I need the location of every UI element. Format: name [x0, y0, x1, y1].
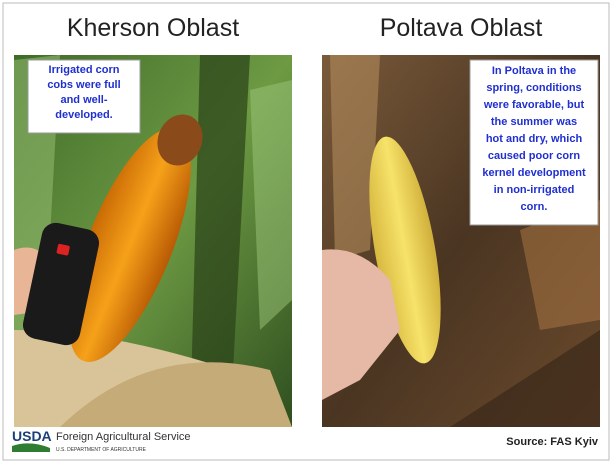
caption-line: the summer was: [491, 116, 577, 128]
usda-logo: USDA: [12, 428, 52, 444]
caption-line: spring, conditions: [486, 82, 581, 94]
caption-line: Irrigated corn: [49, 64, 120, 76]
panel-title: Kherson Oblast: [67, 14, 239, 42]
source-note: Source: FAS Kyiv: [506, 436, 599, 448]
caption-box: In Poltava in the spring, conditions wer…: [470, 60, 598, 225]
caption-line: were favorable, but: [483, 99, 585, 111]
caption-line: and well-: [60, 94, 107, 106]
panel-title: Poltava Oblast: [380, 14, 543, 42]
caption-line: developed.: [55, 109, 112, 121]
department-name: U.S. DEPARTMENT OF AGRICULTURE: [56, 447, 147, 453]
slide: Kherson Oblast Poltava Oblast Irrigated …: [0, 0, 612, 463]
caption-line: caused poor corn: [488, 150, 581, 162]
caption-line: corn.: [521, 201, 548, 213]
caption-line: cobs were full: [47, 79, 120, 91]
agency-name: Foreign Agricultural Service: [56, 431, 191, 443]
caption-box: Irrigated corn cobs were full and well- …: [28, 60, 140, 133]
caption-line: In Poltava in the: [492, 65, 576, 77]
caption-line: hot and dry, which: [486, 133, 583, 145]
caption-line: in non-irrigated: [494, 184, 575, 196]
caption-line: kernel development: [482, 167, 586, 179]
